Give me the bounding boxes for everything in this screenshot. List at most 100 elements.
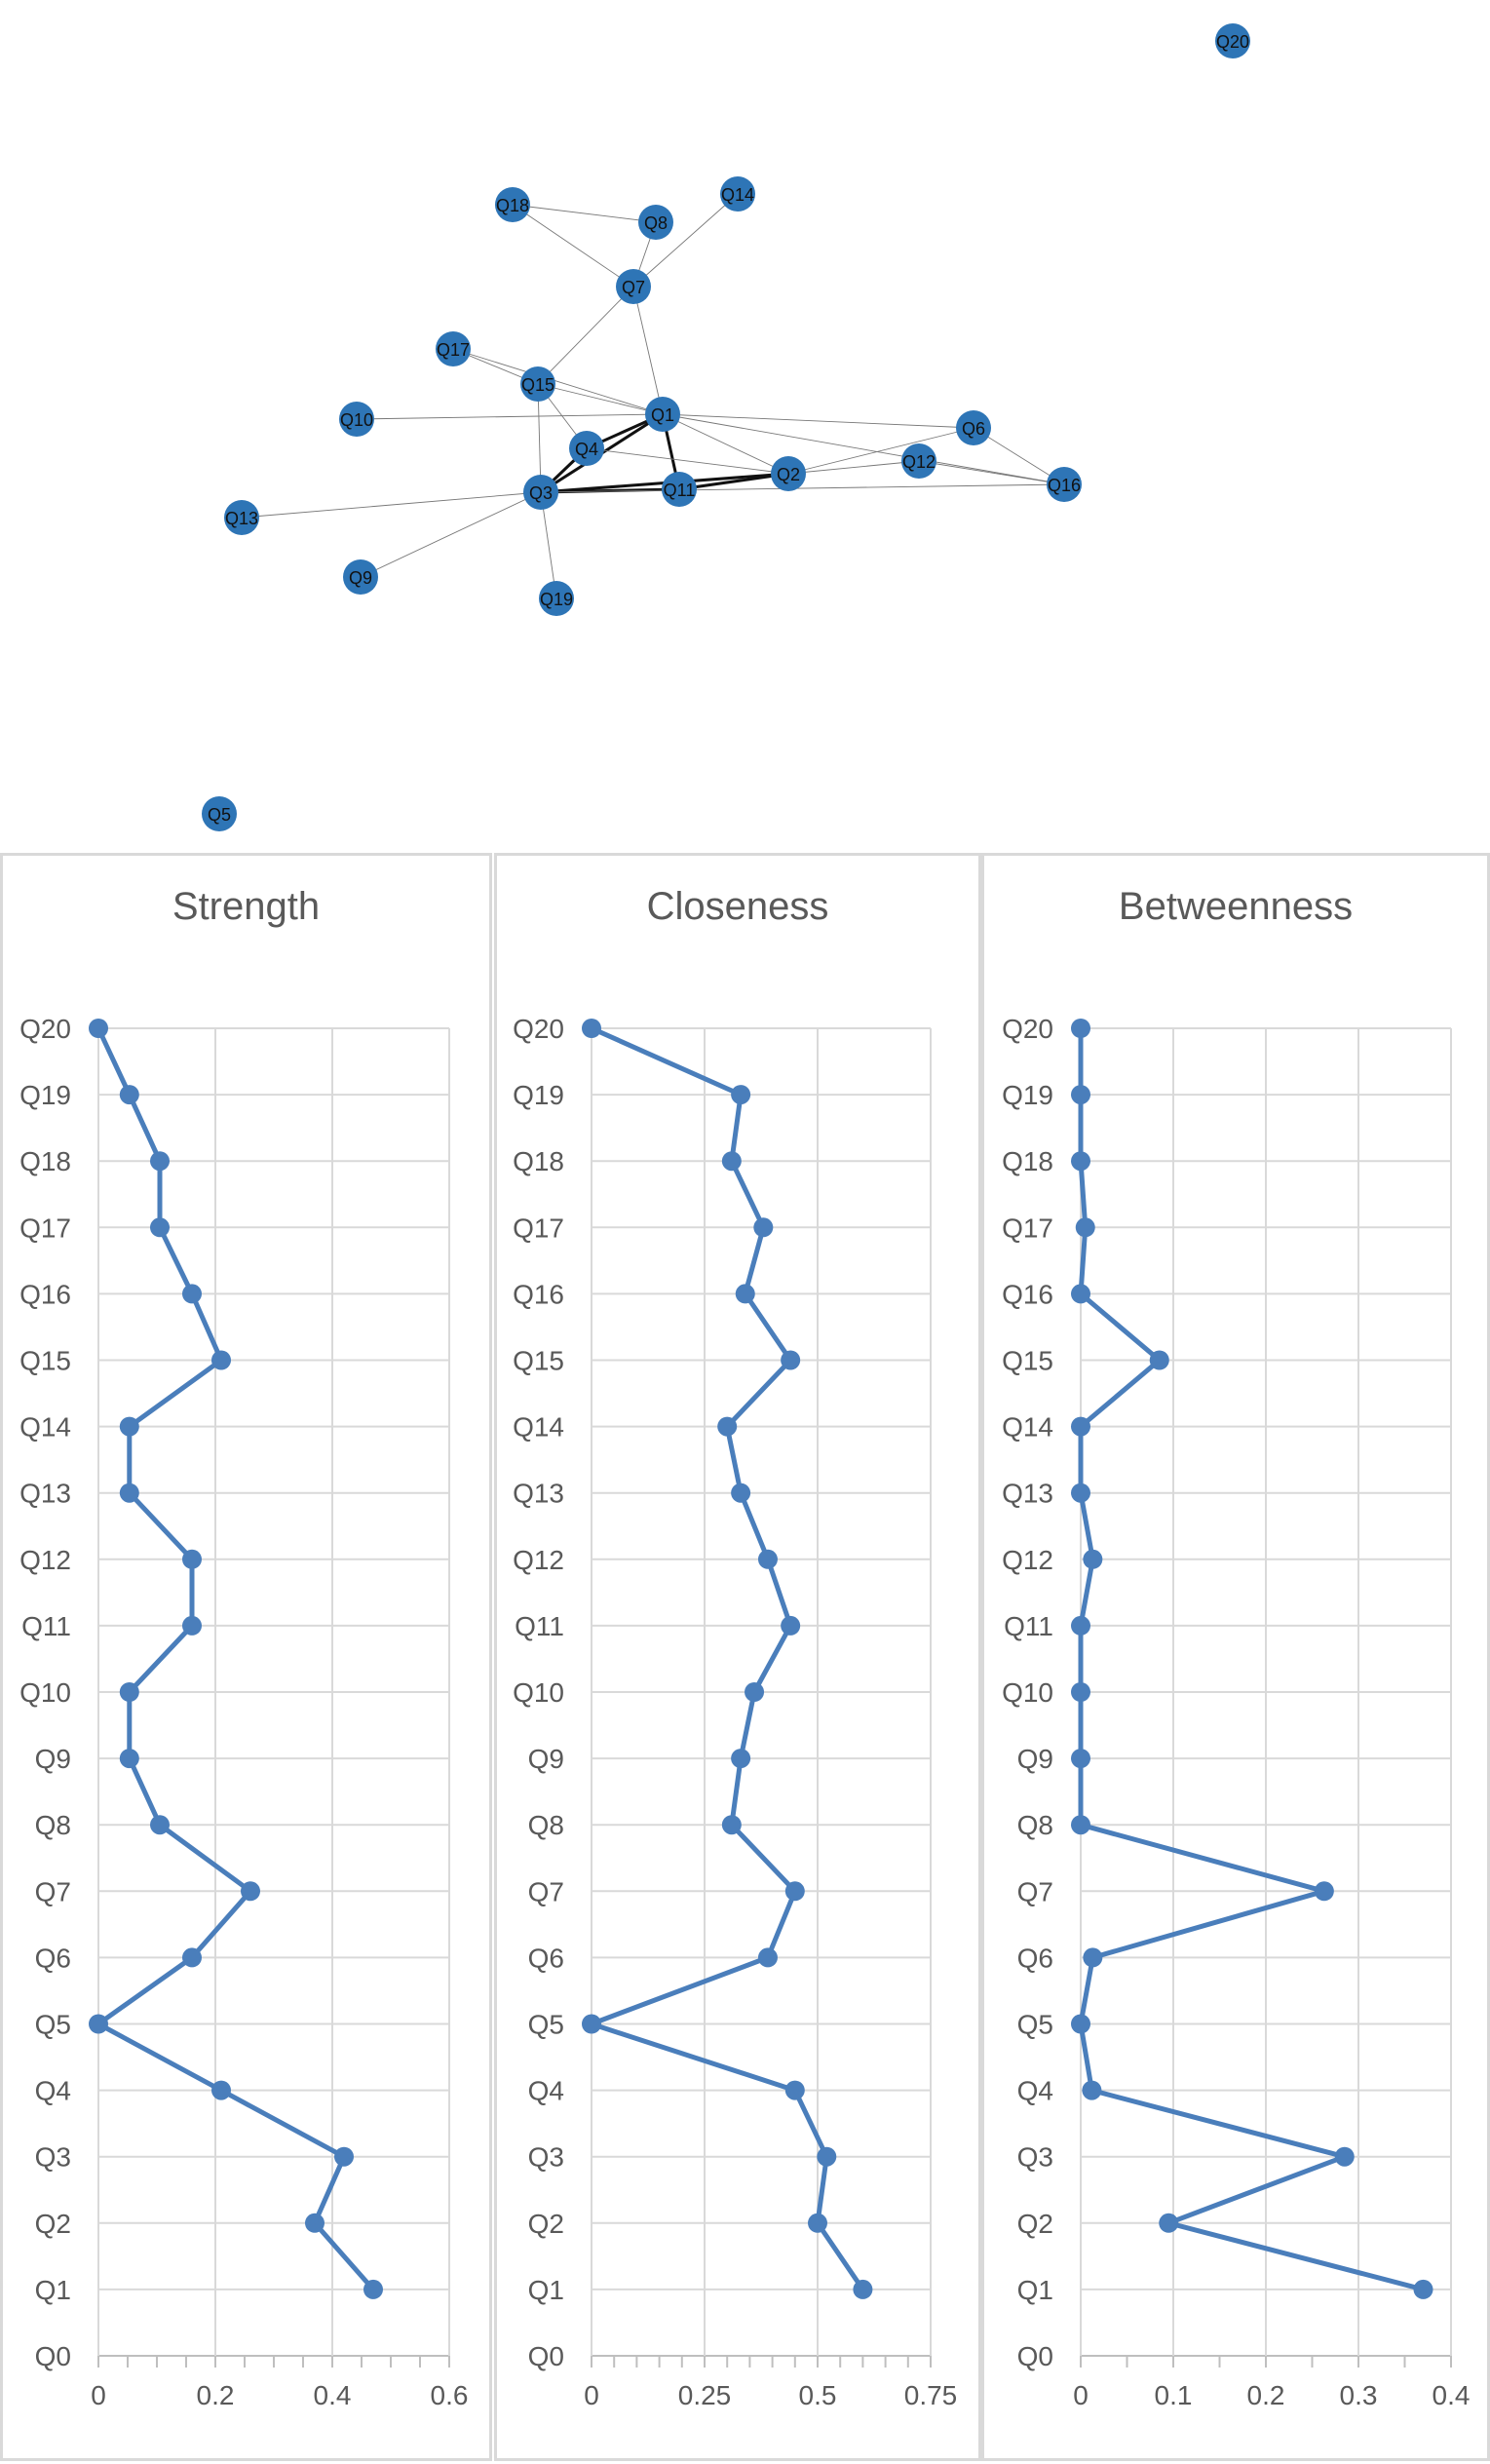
node-label: Q18 xyxy=(496,196,529,215)
network-edges xyxy=(241,193,1065,599)
x-tick-label: 0.1 xyxy=(1155,2380,1193,2410)
y-tick-label: Q16 xyxy=(513,1279,564,1309)
network-edge-q3-q9 xyxy=(360,491,542,578)
y-tick-label: Q16 xyxy=(19,1279,71,1309)
data-point-q2 xyxy=(305,2213,325,2233)
network-edge-q3-q19 xyxy=(540,491,557,599)
node-label: Q9 xyxy=(349,568,372,588)
y-tick-label: Q9 xyxy=(1017,1744,1053,1774)
x-tick-label: 0.3 xyxy=(1340,2380,1378,2410)
data-point-q9 xyxy=(1071,1749,1090,1769)
x-tick-label: 0 xyxy=(91,2380,106,2410)
network-node-q11: Q11 xyxy=(662,472,697,507)
data-point-q6 xyxy=(1083,1947,1103,1968)
closeness-title: Closeness xyxy=(646,885,829,928)
x-axis: 0 0.25 0.5 0.75 xyxy=(584,2356,957,2410)
data-point-q16 xyxy=(1071,1284,1090,1304)
data-point-q17 xyxy=(150,1217,170,1238)
data-point-q15 xyxy=(211,1350,231,1370)
strength-panel: Strength 0 0.2 0.4 0.6 Q0 Q1 Q2 Q3 Q4 Q5 Q6 Q7 Q8 Q9 Q… xyxy=(0,853,492,2461)
x-tick-label: 0.2 xyxy=(197,2380,235,2410)
data-point-q20 xyxy=(89,1019,108,1038)
data-point-q11 xyxy=(781,1615,801,1636)
y-tick-label: Q14 xyxy=(513,1412,564,1443)
y-tick-label: Q0 xyxy=(528,2341,564,2371)
network-edge-q6-q16 xyxy=(973,427,1065,485)
data-point-q8 xyxy=(150,1815,170,1835)
y-tick-label: Q12 xyxy=(1002,1545,1053,1575)
data-point-q5 xyxy=(582,2014,601,2034)
node-label: Q14 xyxy=(721,185,754,205)
network-nodes: Q20 Q18 Q8 Q14 Q7 Q17 Q15 Q10 Q1 Q6 Q4 Q12 Q2 Q16 Q13 Q… xyxy=(202,23,1250,831)
network-edge-q2-q6 xyxy=(787,427,974,475)
y-tick-label: Q11 xyxy=(515,1611,564,1641)
network-node-q19: Q19 xyxy=(539,581,574,616)
network-node-q2: Q2 xyxy=(771,456,806,491)
y-tick-label: Q5 xyxy=(35,2010,71,2040)
network-edge-q1-q2 xyxy=(662,413,789,475)
closeness-chart: 0 0.25 0.5 0.75 Q0 Q1 Q2 Q3 Q4 Q5 Q6 Q7 Q8 Q9 Q10 Q11 Q1… xyxy=(513,1014,957,2410)
y-tick-label: Q2 xyxy=(35,2209,71,2239)
node-label: Q2 xyxy=(777,465,800,484)
y-tick-label: Q1 xyxy=(35,2275,71,2305)
grid xyxy=(97,1027,450,2357)
grid xyxy=(1080,1027,1452,2357)
y-tick-label: Q17 xyxy=(19,1213,71,1243)
data-point-q8 xyxy=(1071,1815,1090,1835)
network-edge-q1-q6 xyxy=(662,413,974,429)
node-circle xyxy=(645,397,680,432)
node-circle xyxy=(638,205,673,240)
node-circle xyxy=(569,431,604,466)
network-edge-q3-q13 xyxy=(241,491,542,519)
data-point-q4 xyxy=(1082,2080,1102,2100)
y-tick-label: Q8 xyxy=(35,1810,71,1840)
data-point-q15 xyxy=(1149,1350,1169,1370)
node-label: Q4 xyxy=(575,440,598,459)
node-circle xyxy=(339,402,374,437)
network-edge-q15-q1 xyxy=(537,383,664,415)
node-circle xyxy=(343,559,378,595)
y-tick-label: Q9 xyxy=(528,1744,564,1774)
node-circle xyxy=(956,410,991,445)
data-point-q14 xyxy=(1071,1416,1090,1437)
y-tick-label: Q20 xyxy=(513,1014,564,1044)
data-point-q9 xyxy=(119,1749,139,1769)
y-tick-label: Q2 xyxy=(1017,2209,1053,2239)
data-point-q17 xyxy=(1075,1217,1095,1238)
y-tick-label: Q14 xyxy=(1002,1412,1053,1443)
y-tick-label: Q6 xyxy=(528,1943,564,1973)
y-axis: Q0 Q1 Q2 Q3 Q4 Q5 Q6 Q7 Q8 Q9 Q10 Q11 Q12 Q13 Q14 Q15 Q1… xyxy=(1002,1014,1053,2371)
x-tick-label: 0 xyxy=(584,2380,599,2410)
data-point-q1 xyxy=(363,2279,383,2299)
y-tick-label: Q6 xyxy=(1017,1943,1053,1973)
network-edge-q7-q1 xyxy=(632,286,664,415)
data-point-q1 xyxy=(1413,2279,1433,2299)
data-point-q19 xyxy=(119,1085,139,1105)
node-circle xyxy=(202,796,237,831)
node-circle xyxy=(224,500,259,535)
node-circle xyxy=(520,366,555,402)
node-label: Q15 xyxy=(521,375,554,395)
y-tick-label: Q8 xyxy=(1017,1810,1053,1840)
node-label: Q17 xyxy=(437,340,470,360)
node-circle xyxy=(436,331,471,366)
network-node-q6: Q6 xyxy=(956,410,991,445)
strength-title: Strength xyxy=(172,885,321,928)
node-circle xyxy=(720,176,755,212)
data-point-q14 xyxy=(119,1416,139,1437)
y-tick-label: Q11 xyxy=(1004,1611,1053,1641)
network-edge-q17-q1 xyxy=(452,348,664,415)
y-tick-label: Q7 xyxy=(1017,1876,1053,1906)
y-tick-label: Q5 xyxy=(1017,2010,1053,2040)
series-line xyxy=(589,1025,865,2291)
y-tick-label: Q18 xyxy=(1002,1146,1053,1176)
network-node-q16: Q16 xyxy=(1047,467,1082,502)
network-edge-q12-q16 xyxy=(918,460,1065,485)
network-node-q12: Q12 xyxy=(901,443,936,479)
data-point-q11 xyxy=(1071,1615,1090,1636)
data-point-q10 xyxy=(1071,1682,1090,1702)
data-point-q2 xyxy=(808,2213,827,2233)
data-point-q14 xyxy=(717,1416,738,1437)
network-node-q7: Q7 xyxy=(616,269,651,304)
y-tick-label: Q4 xyxy=(35,2076,71,2106)
